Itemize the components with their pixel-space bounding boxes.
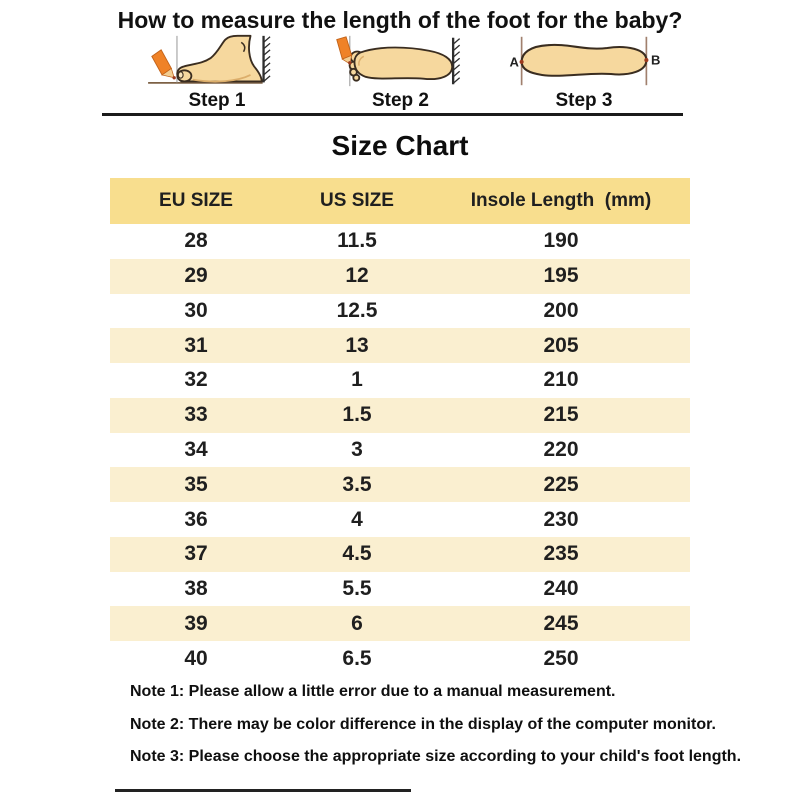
table-cell: 3.5 [342,472,372,496]
foot-shape [520,43,648,77]
table-row: 35 3.5 225 [110,467,690,503]
column-header-insole: Insole Length (mm) [470,190,652,211]
table-cell: 34 [184,437,208,461]
table-cell: 190 [543,229,579,253]
section-divider-line [102,113,683,116]
measuring-steps: Step 1 [133,34,668,112]
step-3-figure: A B Step 3 [500,34,668,112]
step-1-figure: Step 1 [133,34,301,112]
table-cell: 230 [543,507,579,531]
table-row: 32 1 210 [110,363,690,398]
table-cell: 1 [351,368,363,392]
table-cell: 5.5 [342,577,372,601]
table-row: 37 4.5 235 [110,536,690,572]
table-cell: 38 [184,577,208,601]
table-cell: 29 [184,264,208,288]
table-row: 29 12 195 [110,258,690,294]
foot-side-view-illustration [148,34,271,84]
page-title: How to measure the length of the foot fo… [117,7,683,33]
table-row: 31 13 205 [110,328,690,364]
foot-outline-illustration: A B [510,36,660,86]
table-cell: 33 [184,403,208,427]
table-cell: 220 [543,437,579,461]
table-cell: 28 [184,229,208,253]
note-2: Note 2: There may be color difference in… [130,715,716,733]
table-cell: 250 [543,646,579,670]
table-cell: 3 [351,437,363,461]
table-cell: 6.5 [342,646,372,670]
point-b-dot [644,58,649,63]
table-cell: 6 [351,611,363,635]
table-row: 33 1.5 215 [110,397,690,433]
size-table: EU SIZE US SIZE Insole Length (mm) 28 11.… [110,178,690,676]
table-cell: 30 [184,298,208,322]
size-chart-title: Size Chart [331,130,469,161]
marker-b-label: B [651,53,660,68]
table-cell: 40 [184,646,208,670]
wall-hatch-icon [451,37,460,85]
table-row: 30 12.5 200 [110,293,690,329]
table-cell: 31 [184,333,208,357]
table-cell: 225 [543,472,579,496]
column-header-eu: EU SIZE [159,190,233,211]
foot-shape [348,46,453,82]
table-cell: 37 [184,542,208,566]
note-1: Note 1: Please allow a little error due … [130,683,616,700]
table-cell: 35 [184,472,208,496]
table-cell: 235 [543,542,579,566]
size-table-body: 28 11.5 190 29 12 195 30 12.5 200 31 13 205 32 1 210 33… [110,224,690,676]
table-cell: 200 [543,298,579,322]
pencil-icon [151,49,176,80]
table-cell: 210 [543,368,579,392]
notes-section: Note 1: Please allow a little error due … [130,676,742,774]
table-cell: 245 [543,611,579,635]
table-cell: 36 [184,507,208,531]
table-row: 38 5.5 240 [110,571,690,607]
table-cell: 12 [345,264,369,288]
foot-top-view-illustration [335,35,460,87]
table-cell: 215 [543,403,579,427]
table-cell: 11.5 [337,229,377,253]
point-a-dot [519,59,524,64]
pencil-icon [335,36,352,65]
table-cell: 205 [543,333,579,357]
column-header-us: US SIZE [320,190,394,211]
foot-shape [176,34,263,83]
table-row: 34 3 220 [110,432,690,468]
table-row: 40 6.5 250 [110,641,690,676]
step-2-figure: Step 2 [317,34,485,112]
table-cell: 4 [351,507,363,531]
step-1-label: Step 1 [188,90,246,111]
step-3-label: Step 3 [555,90,613,111]
wall-hatch-icon [262,35,271,83]
table-cell: 39 [184,611,208,635]
table-cell: 195 [543,264,579,288]
table-cell: 32 [184,368,208,392]
table-cell: 12.5 [336,298,378,322]
table-header-row: EU SIZE US SIZE Insole Length (mm) [110,178,690,224]
table-row: 28 11.5 190 [110,224,690,259]
bottom-divider-line [115,789,411,792]
table-cell: 240 [543,577,579,601]
table-cell: 1.5 [342,403,372,427]
step-2-label: Step 2 [371,90,430,111]
table-row: 39 6 245 [110,606,690,642]
marker-a-label: A [510,55,520,70]
table-cell: 4.5 [342,542,372,566]
table-cell: 13 [345,333,369,357]
note-3: Note 3: Please choose the appropriate si… [130,748,742,765]
table-row: 36 4 230 [110,502,690,537]
